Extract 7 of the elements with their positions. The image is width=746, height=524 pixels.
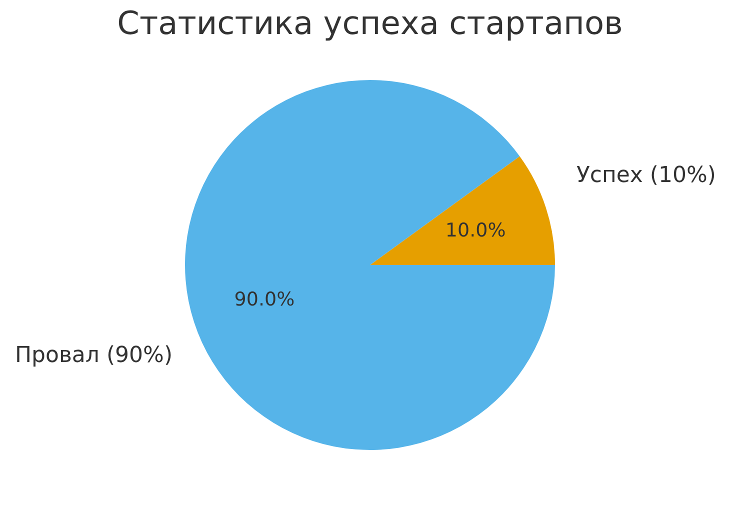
data-label: 90.0% (234, 288, 295, 310)
slice-label: Провал (90%) (14, 342, 173, 368)
slice-label: Успех (10%) (576, 163, 716, 188)
pie-slice (185, 80, 555, 450)
data-label: 10.0% (445, 220, 506, 242)
chart-title: Статистика успеха стартапов (117, 4, 623, 42)
pie-slice (370, 156, 555, 265)
